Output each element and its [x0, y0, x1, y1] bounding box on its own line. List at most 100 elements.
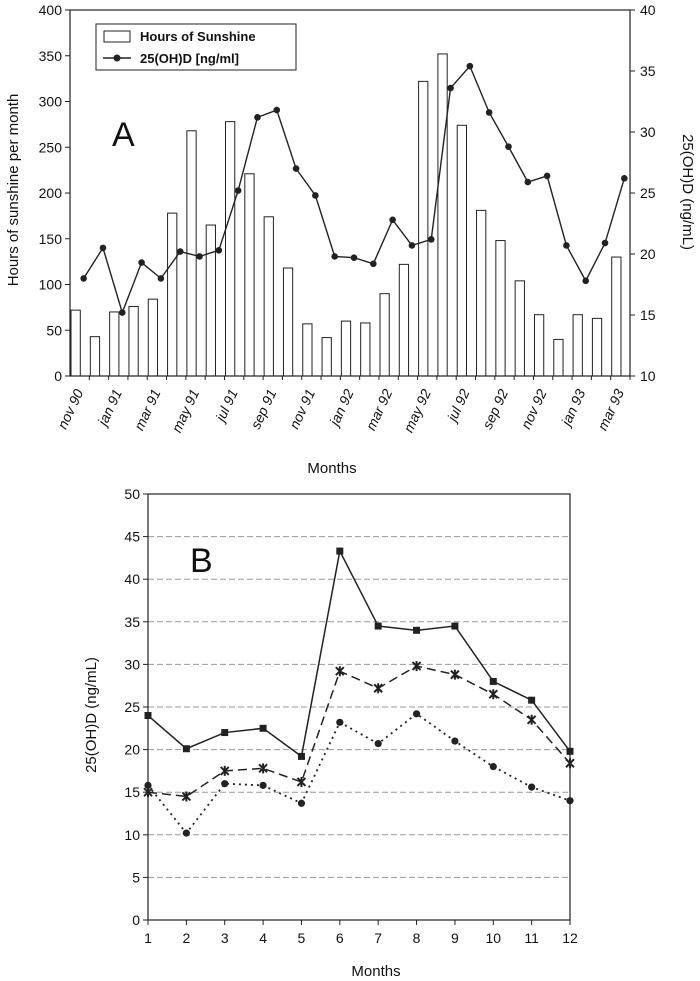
panel-b-y-tick-label: 15: [124, 784, 140, 800]
panel-b-x-tick-label: 4: [259, 930, 267, 946]
legend-marker: [113, 54, 121, 62]
panel-b-x-tick-label: 5: [298, 930, 306, 946]
series-line-middle: [147, 665, 571, 798]
point-25ohd: [505, 143, 512, 150]
point-lower: [297, 799, 306, 807]
point-25ohd: [80, 275, 87, 282]
sunshine-bar: [514, 280, 525, 377]
sunshine-bar: [379, 293, 390, 377]
point-middle: [450, 669, 460, 680]
point-upper: [336, 547, 344, 555]
point-upper: [413, 626, 421, 634]
panel-b-y-tick-label: 25: [124, 699, 140, 715]
panel-b-y-tick-label: 50: [124, 486, 140, 502]
sunshine-bar: [553, 338, 564, 377]
panel-a-y2-tick-label: 15: [640, 307, 656, 323]
point-upper: [221, 729, 229, 737]
panel-b-y-tick-label: 45: [124, 529, 140, 545]
panel-b-y-tick-label: 0: [132, 912, 140, 928]
panel-b-x-tick-label: 10: [485, 930, 501, 946]
panel-a-x-tick-label: mar 92: [362, 386, 395, 432]
panel-a-x-tick-label: jan 93: [557, 386, 589, 429]
legend-label-25ohd: 25(OH)D [ng/ml]: [140, 51, 239, 66]
point-25ohd: [196, 253, 203, 260]
point-25ohd: [215, 247, 223, 254]
point-25ohd: [408, 242, 416, 249]
sunshine-bar: [437, 53, 448, 377]
panel-a-x-tick-label: may 91: [168, 387, 202, 435]
sunshine-bar: [360, 322, 371, 377]
sunshine-bar: [263, 216, 274, 377]
point-lower: [528, 783, 536, 791]
point-lower: [336, 718, 344, 726]
point-25ohd: [157, 275, 165, 282]
sunshine-bar: [147, 298, 159, 377]
point-lower: [182, 829, 190, 837]
panel-a-x-tick-label: jul 91: [211, 387, 240, 426]
point-lower: [259, 781, 267, 789]
panel-b-x-tick-label: 2: [182, 930, 190, 946]
sunshine-bar: [70, 309, 81, 377]
point-25ohd: [370, 260, 377, 268]
line-25ohd: [83, 64, 626, 315]
panel-a-y2-tick-label: 30: [640, 124, 656, 140]
panel-a-y2-tick-label: 40: [640, 2, 656, 18]
sunshine-bar: [456, 124, 467, 377]
panel-a-y-tick-label: 300: [39, 94, 63, 110]
panel-a-label: A: [112, 116, 135, 154]
point-middle: [411, 661, 422, 672]
point-25ohd: [601, 239, 609, 247]
point-25ohd: [176, 248, 184, 255]
point-upper: [374, 622, 382, 630]
panel-a-x-tick-label: jan 91: [94, 387, 125, 430]
panel-a-y2-axis-title: 25(OH)D (ng/mL): [679, 134, 696, 250]
point-middle: [373, 683, 383, 694]
point-25ohd: [621, 175, 628, 182]
point-lower: [374, 740, 382, 748]
point-25ohd: [99, 244, 107, 252]
point-middle: [258, 763, 268, 774]
point-25ohd: [389, 216, 396, 224]
point-middle: [181, 791, 192, 802]
sunshine-bar: [302, 323, 313, 377]
sunshine-bar: [89, 336, 101, 377]
panel-a-y-tick-label: 200: [39, 185, 63, 201]
panel-a-y-tick-label: 150: [39, 231, 63, 247]
sunshine-bar: [572, 314, 583, 377]
sunshine-bar: [398, 263, 410, 377]
point-middle: [296, 776, 307, 787]
point-lower: [144, 781, 152, 789]
point-middle: [488, 689, 498, 700]
point-25ohd: [312, 192, 319, 199]
point-middle: [220, 765, 230, 776]
point-25ohd: [543, 172, 551, 180]
panel-b-y-tick-label: 20: [124, 742, 140, 758]
sunshine-bar: [282, 267, 294, 377]
sunshine-bar: [167, 212, 178, 377]
point-25ohd: [292, 165, 300, 172]
panel-a-x-tick-label: may 92: [400, 386, 434, 435]
panel-b-x-tick-label: 7: [374, 930, 382, 946]
panel-a-y-tick-label: 250: [39, 139, 63, 155]
sunshine-bar: [128, 305, 139, 377]
panel-a-y-tick-label: 50: [46, 322, 62, 338]
panel-b-x-tick-label: 1: [144, 930, 152, 946]
panel-b-y-axis-title: 25(OH)D (ng/mL): [83, 657, 100, 773]
panel-a-x-tick-label: nov 92: [518, 386, 550, 431]
series-line-lower: [147, 712, 571, 835]
sunshine-bar: [591, 317, 603, 377]
sunshine-bar: [495, 240, 506, 377]
point-25ohd: [524, 178, 532, 186]
point-25ohd: [447, 84, 454, 92]
panel-a-y-tick-label: 350: [39, 48, 63, 64]
panel-a-y-tick-label: 400: [39, 2, 63, 18]
panel-a-x-tick-label: sep 92: [479, 386, 511, 431]
panel-a-y-tick-label: 100: [39, 277, 63, 293]
point-middle: [335, 666, 345, 677]
sunshine-bar: [321, 337, 332, 377]
panel-a-x-tick-label: mar 93: [594, 386, 627, 432]
panel-b-x-tick-label: 6: [336, 930, 344, 946]
sunshine-bar: [476, 209, 487, 377]
